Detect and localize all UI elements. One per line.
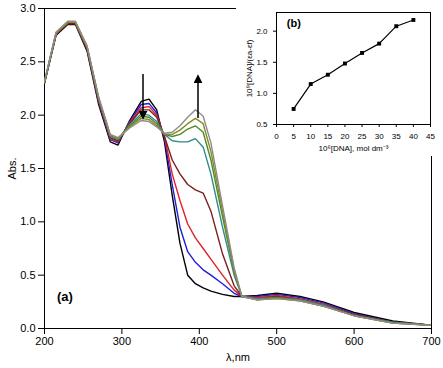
svg-text:25: 25	[358, 132, 367, 141]
svg-text:10⁶[DNA], mol dm⁻³: 10⁶[DNA], mol dm⁻³	[319, 144, 389, 153]
svg-text:15: 15	[323, 132, 332, 141]
svg-text:10⁹[DNA]/(εa-εf): 10⁹[DNA]/(εa-εf)	[245, 39, 254, 97]
svg-text:600: 600	[345, 335, 363, 347]
svg-text:30: 30	[375, 132, 384, 141]
svg-text:200: 200	[35, 335, 53, 347]
svg-text:2.0: 2.0	[20, 109, 35, 121]
svg-text:1.5: 1.5	[256, 58, 268, 67]
svg-text:5: 5	[291, 132, 296, 141]
svg-text:400: 400	[190, 335, 208, 347]
svg-text:0.5: 0.5	[20, 269, 35, 281]
svg-text:1.5: 1.5	[20, 162, 35, 174]
svg-text:35: 35	[392, 132, 401, 141]
svg-text:0.5: 0.5	[256, 120, 268, 129]
svg-text:Abs.: Abs.	[6, 157, 18, 179]
svg-text:700: 700	[422, 335, 440, 347]
svg-text:1.0: 1.0	[20, 215, 35, 227]
svg-text:300: 300	[113, 335, 131, 347]
svg-text:500: 500	[268, 335, 286, 347]
svg-text:2.0: 2.0	[256, 27, 268, 36]
svg-text:λ,nm: λ,nm	[226, 351, 250, 363]
svg-text:40: 40	[409, 132, 418, 141]
svg-text:0.0: 0.0	[20, 322, 35, 334]
svg-text:10: 10	[306, 132, 315, 141]
svg-text:1.0: 1.0	[256, 89, 268, 98]
svg-text:20: 20	[340, 132, 349, 141]
svg-text:2.5: 2.5	[20, 55, 35, 67]
svg-text:0: 0	[274, 132, 279, 141]
svg-text:3.0: 3.0	[20, 2, 35, 14]
svg-text:(a): (a)	[57, 289, 73, 304]
svg-text:45: 45	[426, 132, 435, 141]
svg-text:(b): (b)	[287, 17, 301, 29]
